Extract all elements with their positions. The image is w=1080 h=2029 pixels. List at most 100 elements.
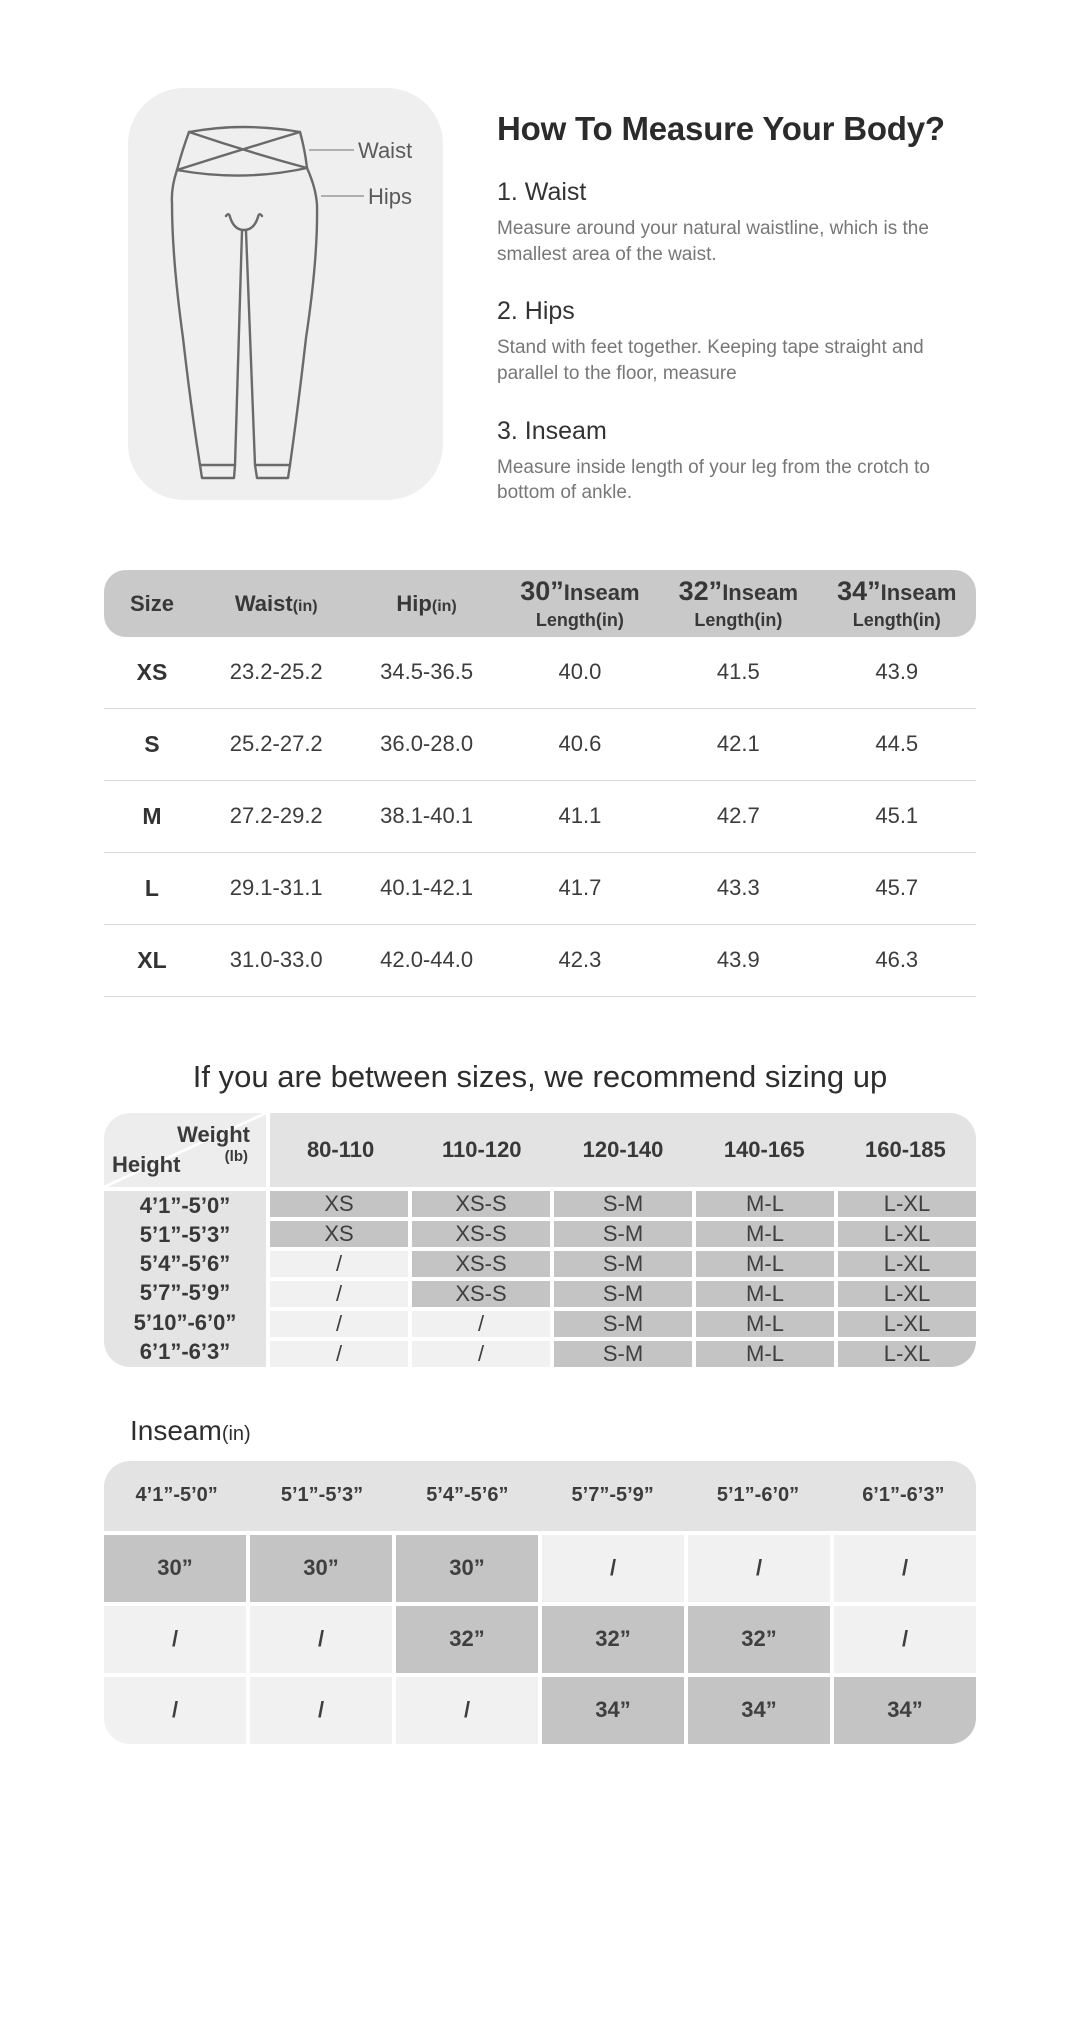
matrix-cell: L-XL [838,1310,976,1337]
matrix-cell: XS-S [412,1220,550,1247]
inseam-title: Inseam(in) [130,1415,1080,1447]
matrix-height-label: 5’10”-6’0” [133,1309,237,1335]
matrix-height-label: 6’1”-6’3” [139,1339,231,1365]
size-table-cell: 29.1-31.1 [229,875,323,901]
matrix-grid: XS XS-S S-M M-L L-XL XS XS-S S-M M-L L-XL / XS-S S-M… [270,1190,976,1367]
inseam-cell: 32” [688,1605,830,1673]
size-table-cell: 23.2-25.2 [229,659,323,685]
measure-step-description: Measure inside length of your leg from t… [497,456,931,504]
size-column-header: Waist(in) [234,590,318,616]
inseam-title-main: Inseam [130,1414,222,1446]
inseam-cell: / [834,1534,976,1602]
size-table-row: S 25.2-27.2 36.0-28.0 40.6 42.1 44.5 [104,709,976,781]
matrix-left-column: Weight (lb) Height 4’1”-5’0” 5’1”-5’3” 5’4… [104,1112,266,1367]
inseam-table-header: 4’1”-5’0” 5’1”-5’3” 5’4”-5’6” 5’7”-5’9” 5’1”… [104,1460,976,1531]
matrix-cell: M-L [696,1280,834,1307]
size-table-cell: M [142,802,162,829]
size-table-cell: 41.5 [716,659,760,685]
size-table-cell: 45.7 [875,875,919,901]
inseam-cell: 34” [834,1676,976,1744]
matrix-cell: S-M [554,1310,692,1337]
matrix-corner-cell: Weight (lb) Height [104,1112,266,1187]
matrix-cell: S-M [554,1220,692,1247]
measure-step: 2. Hips Stand with feet together. Keeping… [497,297,949,386]
size-table-cell: S [144,730,160,757]
matrix-cell: M-L [696,1220,834,1247]
hips-callout-label: Hips [368,184,413,209]
matrix-cell: / [270,1280,408,1307]
matrix-cell: M-L [696,1250,834,1277]
waist-callout-label: Waist [358,138,413,163]
size-table-cell: 43.3 [716,875,760,901]
matrix-weight-label: 120-140 [582,1136,664,1162]
measure-step: 3. Inseam Measure inside length of your l… [497,417,949,506]
measure-step-description: Stand with feet together. Keeping tape s… [497,337,924,384]
matrix-cell: / [270,1340,408,1367]
inseam-column-header: 5’7”-5’9” [571,1484,654,1507]
size-table-cell: 34.5-36.5 [380,659,474,685]
matrix-cell: XS [270,1220,408,1247]
matrix-cell: S-M [554,1190,692,1217]
matrix-height-label: 5’4”-5’6” [139,1251,231,1277]
matrix-cell: / [412,1340,550,1367]
inseam-cell: / [688,1534,830,1602]
inseam-cell: 30” [104,1534,246,1602]
matrix-right-area: 80-110 110-120 120-140 140-165 160-185 XS XS-… [270,1112,976,1367]
matrix-cell: XS [270,1190,408,1217]
inseam-cell: 30” [396,1534,538,1602]
matrix-cell: S-M [554,1280,692,1307]
matrix-cell: L-XL [838,1190,976,1217]
size-table-row: L 29.1-31.1 40.1-42.1 41.7 43.3 45.7 [104,853,976,925]
measure-section: Waist Hips How To Measure Your Body? 1. … [0,0,1080,506]
height-weight-matrix: Weight (lb) Height 4’1”-5’0” 5’1”-5’3” 5’4… [104,1112,976,1367]
matrix-height-label: 5’1”-5’3” [139,1221,231,1247]
matrix-cell: L-XL [838,1220,976,1247]
size-table-cell: 38.1-40.1 [380,803,474,829]
matrix-cell: L-XL [838,1250,976,1277]
size-table: Size Waist(in) Hip(in) 30”Inseam Length(in) 3… [104,569,976,997]
measure-steps: 1. Waist Measure around your natural wais… [497,178,949,506]
size-table-cell: 45.1 [875,803,919,829]
size-table-cell: 43.9 [716,947,760,973]
size-table-cell: 41.1 [558,803,602,829]
inseam-cell: 32” [542,1605,684,1673]
size-table-cell: 27.2-29.2 [229,803,323,829]
corner-weight-unit: (lb) [224,1147,248,1165]
matrix-weight-label: 160-185 [865,1136,946,1162]
matrix-cell: XS-S [412,1190,550,1217]
measure-step-title: 1. Waist [497,178,587,206]
size-table-row: XS 23.2-25.2 34.5-36.5 40.0 41.5 43.9 [104,637,976,709]
matrix-weight-label: 80-110 [306,1136,375,1162]
matrix-cell: XS-S [412,1280,550,1307]
matrix-cell: S-M [554,1340,692,1367]
size-table-cell: 41.7 [558,875,602,901]
size-table-cell: XL [137,946,167,973]
measure-step: 1. Waist Measure around your natural wais… [497,178,949,267]
inseam-column-header: 5’4”-5’6” [426,1484,509,1507]
inseam-cell: 34” [542,1676,684,1744]
inseam-title-unit: (in) [221,1422,251,1445]
size-table-cell: 43.9 [875,659,919,685]
matrix-cell: L-XL [838,1280,976,1307]
matrix-cell: / [412,1310,550,1337]
matrix-weight-label: 140-165 [723,1136,805,1162]
size-table-cell: 46.3 [875,947,919,973]
size-table-cell: XS [136,658,168,685]
size-table-cell: 25.2-27.2 [229,731,323,757]
inseam-cell: / [250,1676,392,1744]
size-table-cell: L [144,874,159,901]
page-title: How To Measure Your Body? [497,110,945,147]
inseam-column-header: 6’1”-6’3” [862,1484,945,1507]
corner-weight-label: Weight [177,1121,250,1147]
size-table-cell: 31.0-33.0 [229,947,323,973]
matrix-cell: M-L [696,1310,834,1337]
matrix-height-label: 5’7”-5’9” [139,1280,231,1306]
inseam-cell: / [104,1605,246,1673]
measure-step-description: Measure around your natural waistline, w… [497,218,929,265]
inseam-cell: 32” [396,1605,538,1673]
size-column-header: 32”Inseam Length(in) [678,576,799,630]
leggings-figure: Waist Hips [128,88,443,500]
matrix-cell: L-XL [838,1340,976,1367]
matrix-cell: S-M [554,1250,692,1277]
